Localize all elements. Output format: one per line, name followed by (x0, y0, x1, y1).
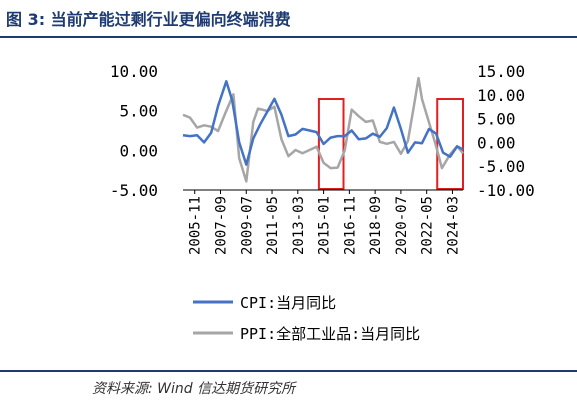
left-y-tick-label: 10.00 (110, 62, 158, 81)
chart-area: 10.00 5.00 0.00 -5.00 15.00 10.00 5.00 0.00 -5.… (110, 62, 535, 343)
legend-label-ppi: PPI:全部工业品:当月同比 (240, 325, 420, 343)
legend-label-cpi: CPI:当月同比 (240, 294, 336, 312)
highlight-box (436, 98, 465, 190)
cpi-series-line (182, 80, 464, 166)
right-y-tick-label: 15.00 (477, 62, 525, 81)
right-y-axis-ticks: 15.00 10.00 5.00 0.00 -5.00 -10.00 (477, 62, 535, 200)
x-tick-label: 2009-07 (239, 196, 255, 255)
x-axis: 2005-11 2007-09 2009-07 2011-05 2013-03 2015-… (183, 189, 463, 255)
x-tick-label: 2018-09 (368, 196, 384, 255)
left-y-tick-label: 5.00 (119, 102, 158, 121)
ppi-series-line (182, 76, 464, 183)
x-tick-label: 2011-05 (265, 196, 281, 255)
highlight-box (317, 98, 345, 190)
legend: CPI:当月同比 PPI:全部工业品:当月同比 (193, 294, 420, 343)
right-y-tick-label: 5.00 (477, 110, 516, 129)
right-y-tick-label: -10.00 (477, 181, 535, 200)
series-lines (182, 76, 464, 183)
left-y-axis-ticks: 10.00 5.00 0.00 -5.00 (110, 62, 158, 200)
source-note: 资料来源: Wind 信达期货研究所 (92, 381, 296, 397)
footer-rule (0, 370, 577, 372)
x-tick-label: 2020-07 (394, 196, 410, 255)
left-y-tick-label: -5.00 (110, 181, 158, 200)
x-tick-label: 2022-05 (420, 196, 436, 255)
highlight-boxes (317, 98, 465, 190)
right-y-tick-label: 0.00 (477, 133, 516, 152)
x-tick-label: 2016-11 (342, 196, 358, 255)
x-tick-label: 2024-03 (445, 196, 461, 255)
chart-title: 图 3: 当前产能过剩行业更偏向终端消费 (6, 10, 291, 29)
x-tick-label: 2015-01 (317, 196, 333, 255)
right-y-tick-label: -5.00 (477, 157, 525, 176)
left-y-tick-label: 0.00 (119, 141, 158, 160)
x-tick-label: 2007-09 (213, 196, 229, 255)
x-tick-label: 2013-03 (291, 196, 307, 255)
right-y-tick-label: 10.00 (477, 86, 525, 105)
x-tick-label: 2005-11 (188, 196, 204, 255)
title-rule (0, 36, 577, 38)
